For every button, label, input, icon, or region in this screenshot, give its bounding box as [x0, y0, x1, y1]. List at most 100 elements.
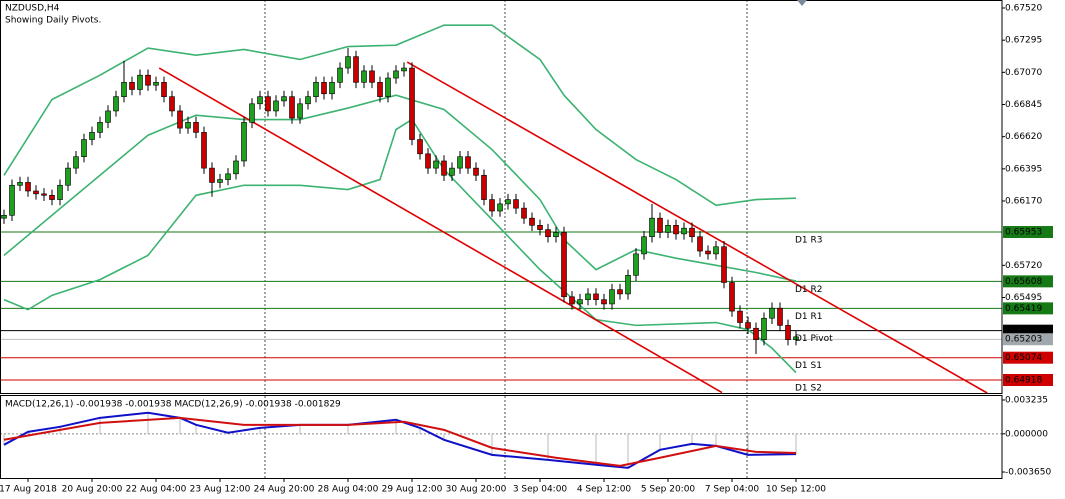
- pivot-name: D1 R3: [795, 236, 823, 246]
- candle-body: [521, 207, 527, 219]
- candle-body: [105, 110, 111, 123]
- x-tick-label: 4 Sep 12:00: [577, 485, 632, 495]
- main-frame: [0, 0, 1003, 394]
- candle-body: [57, 184, 63, 200]
- x-tick-label: 24 Aug 20:00: [254, 485, 315, 495]
- candle-body: [681, 227, 687, 235]
- candle-body: [17, 182, 23, 186]
- candle-body: [265, 96, 271, 112]
- price-box: [1003, 226, 1053, 239]
- candle-body: [473, 167, 479, 176]
- bollinger-band: [3, 94, 797, 282]
- candle-body: [353, 56, 359, 83]
- candle-body: [761, 317, 767, 340]
- price-box: [1003, 275, 1053, 288]
- chart-title: NZDUSD,H4: [5, 4, 60, 14]
- candle-body: [1, 214, 7, 219]
- candle-body: [777, 307, 783, 326]
- x-tick-label: 3 Sep 04:00: [513, 485, 568, 495]
- candle-body: [209, 167, 215, 183]
- candle-body: [257, 96, 263, 105]
- candle-body: [441, 160, 447, 176]
- candle-body: [321, 82, 327, 95]
- shift-marker: [797, 0, 807, 6]
- candle-body: [689, 227, 695, 238]
- candle-body: [145, 74, 151, 86]
- candle-body: [345, 56, 351, 69]
- candle-body: [289, 96, 295, 119]
- candle-body: [297, 103, 303, 119]
- candle-body: [545, 229, 551, 238]
- candle-body: [49, 194, 55, 200]
- candle-body: [433, 160, 439, 169]
- candle-body: [489, 199, 495, 212]
- candle-body: [153, 82, 159, 86]
- y-tick-label: 0.003235: [1005, 395, 1048, 405]
- candle-body: [393, 70, 399, 79]
- candle-body: [633, 253, 639, 276]
- candle-body: [449, 167, 455, 176]
- candle-body: [537, 225, 543, 230]
- candle-body: [729, 282, 735, 312]
- y-tick-label: 0.000000: [1005, 429, 1048, 439]
- candle-body: [113, 96, 119, 112]
- candle-body: [137, 74, 143, 90]
- bollinger-band: [3, 118, 797, 374]
- candle-body: [329, 82, 335, 95]
- candle-body: [241, 122, 247, 162]
- price-label: 0.65953: [1005, 228, 1042, 238]
- x-tick-label: 5 Sep 20:00: [641, 485, 696, 495]
- y-tick-label: 0.65495: [1005, 293, 1042, 303]
- y-tick-label: 0.66620: [1005, 132, 1042, 142]
- candle-body: [705, 250, 711, 255]
- macd-frame: [0, 395, 1003, 479]
- x-tick-label: 10 Sep 12:00: [766, 485, 826, 495]
- candle-body: [561, 232, 567, 298]
- x-tick-label: 22 Aug 04:00: [126, 485, 187, 495]
- macd-line: [3, 416, 797, 467]
- macd-line: [3, 411, 797, 469]
- y-tick-label: 0.65720: [1005, 261, 1042, 271]
- x-tick-label: 29 Aug 12:00: [382, 485, 443, 495]
- candle-body: [73, 156, 79, 169]
- candle-body: [121, 82, 127, 97]
- candle-body: [161, 82, 167, 97]
- price-box: [1003, 333, 1053, 346]
- plot-layer: [0, 24, 1002, 469]
- candle-body: [785, 325, 791, 340]
- y-tick-label: 0.66845: [1005, 100, 1042, 110]
- candle-body: [793, 336, 799, 340]
- pivot-name: D1 R1: [795, 312, 823, 322]
- candle-body: [753, 327, 759, 340]
- candle-body: [457, 156, 463, 169]
- pivot-name: D1 R2: [795, 285, 823, 295]
- x-tick-label: 17 Aug 2018: [0, 485, 57, 495]
- y-tick-label: 0.67520: [1005, 4, 1042, 14]
- candle-body: [97, 122, 103, 133]
- candle-body: [217, 179, 223, 183]
- y-tick-label: 0.66170: [1005, 197, 1042, 207]
- candle-body: [497, 203, 503, 212]
- candle-body: [593, 293, 599, 300]
- price-label: 0.65419: [1005, 304, 1042, 314]
- candle-body: [649, 217, 655, 238]
- x-tick-label: 23 Aug 12:00: [190, 485, 251, 495]
- candle-body: [481, 174, 487, 200]
- candle-body: [465, 156, 471, 169]
- price-box: [1003, 373, 1053, 386]
- candle-body: [769, 307, 775, 319]
- macd-title: MACD(12,26,1) -0.001938 -0.001938 MACD(1…: [5, 400, 341, 410]
- y-tick-label: -0.003650: [1005, 467, 1051, 477]
- y-tick-label: 0.66395: [1005, 164, 1042, 174]
- candle-body: [201, 132, 207, 169]
- candle-body: [361, 70, 367, 83]
- candle-body: [417, 139, 423, 155]
- candle-body: [697, 236, 703, 252]
- candle-body: [305, 96, 311, 105]
- x-tick-label: 7 Sep 04:00: [705, 485, 760, 495]
- candle-body: [657, 217, 663, 233]
- candle-body: [617, 289, 623, 295]
- price-label: 0.65608: [1005, 277, 1042, 287]
